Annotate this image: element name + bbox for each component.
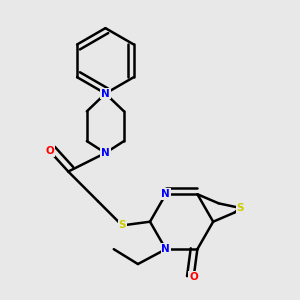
Text: N: N (101, 88, 110, 98)
Text: S: S (118, 220, 126, 230)
Text: S: S (236, 203, 244, 213)
Text: O: O (45, 146, 54, 156)
Text: O: O (189, 272, 198, 282)
Text: N: N (161, 244, 170, 254)
Text: N: N (161, 189, 170, 199)
Text: N: N (101, 148, 110, 158)
